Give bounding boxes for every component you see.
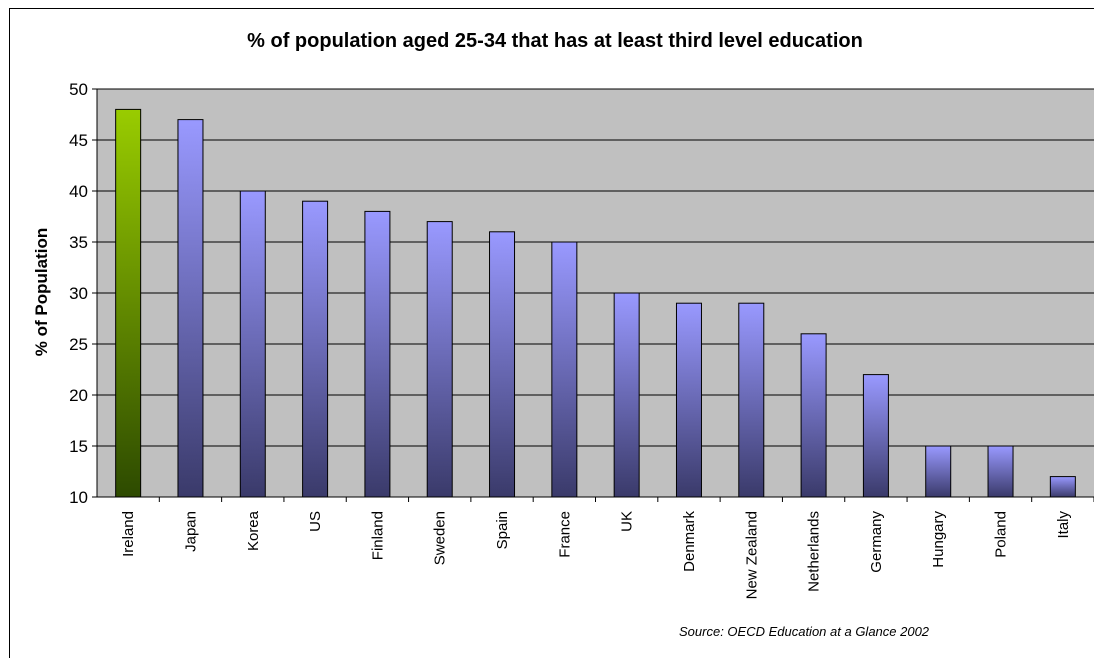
y-tick-label: 40 [69, 182, 88, 201]
x-tick-label: France [556, 511, 573, 558]
y-tick-label: 50 [69, 80, 88, 99]
bar [738, 302, 765, 498]
y-tick-label: 20 [69, 386, 88, 405]
x-tick-label: Denmark [681, 511, 698, 572]
bar [302, 200, 329, 498]
x-tick-label: Italy [1055, 511, 1072, 539]
x-tick-label: Spain [494, 511, 511, 549]
bar [115, 108, 142, 498]
x-tick-label: Netherlands [806, 511, 823, 592]
y-tick-label: 30 [69, 284, 88, 303]
y-tick-label: 35 [69, 233, 88, 252]
y-tick-label: 25 [69, 335, 88, 354]
y-tick-label: 45 [69, 131, 88, 150]
x-tick-label: Japan [182, 511, 199, 552]
bar [613, 292, 640, 498]
bar [177, 119, 204, 498]
bar [489, 231, 516, 498]
x-tick-label: Germany [868, 511, 885, 573]
chart-title: % of population aged 25-34 that has at l… [247, 30, 863, 52]
x-tick-label: Finland [369, 511, 386, 560]
bar [364, 210, 391, 498]
x-tick-label: US [307, 511, 324, 532]
bar [239, 190, 266, 498]
y-tick-label: 15 [69, 437, 88, 456]
x-tick-label: Ireland [120, 511, 137, 557]
x-tick-label: UK [619, 511, 636, 532]
x-tick-label: Poland [993, 511, 1010, 558]
bar [862, 374, 889, 498]
source-note: Source: OECD Education at a Glance 2002 [679, 624, 930, 639]
bar [675, 302, 702, 498]
x-tick-label: Sweden [432, 511, 449, 565]
bar [800, 333, 827, 498]
bar [1049, 476, 1076, 498]
x-tick-label: New Zealand [743, 511, 760, 599]
bar [551, 241, 578, 498]
x-tick-label: Hungary [930, 511, 947, 568]
bar [987, 445, 1014, 498]
bar [426, 221, 453, 498]
x-tick-label: Korea [245, 510, 262, 551]
bar [925, 445, 952, 498]
y-tick-label: 10 [69, 488, 88, 507]
